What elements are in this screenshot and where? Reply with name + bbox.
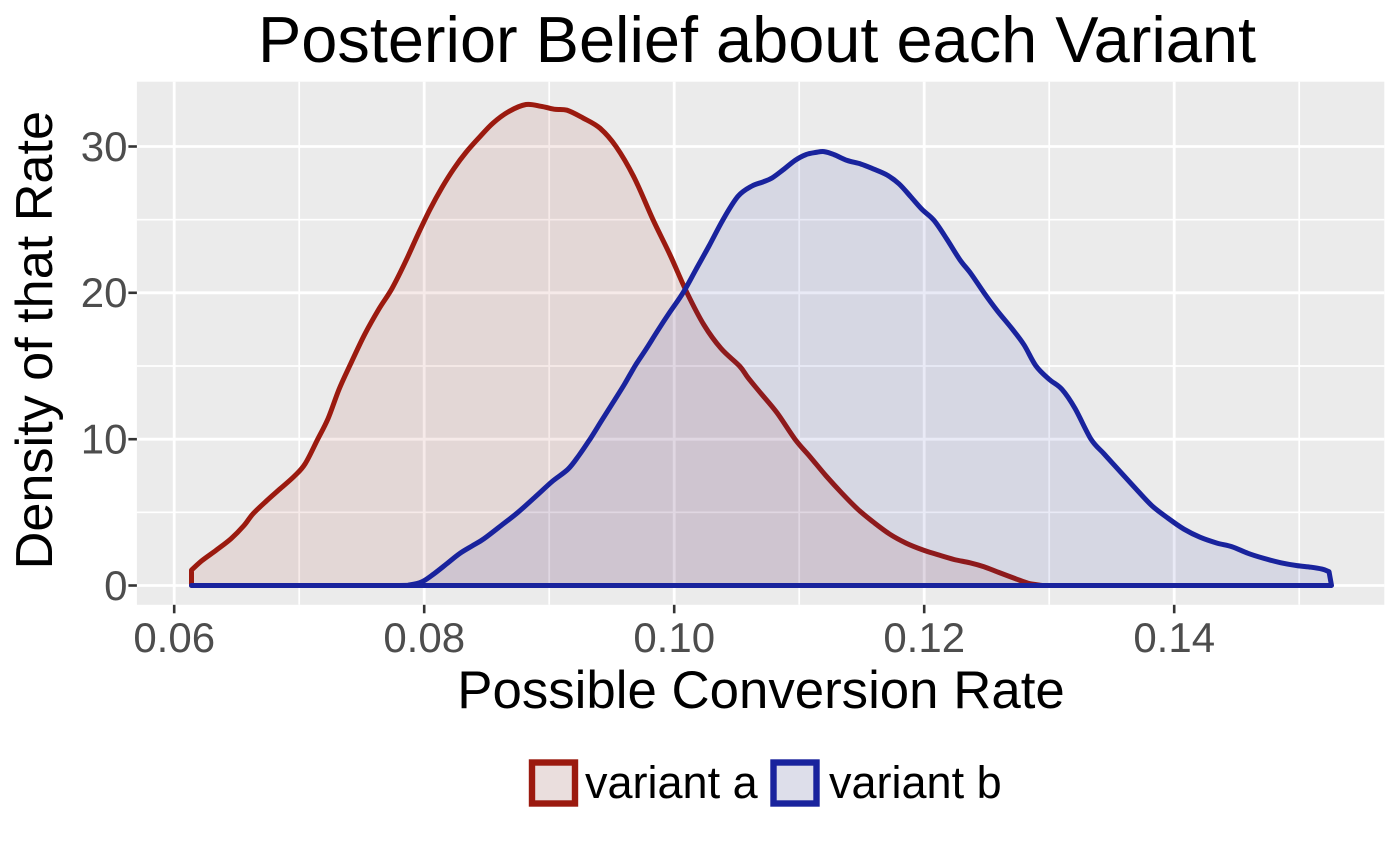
- svg-text:Density of that Rate: Density of that Rate: [6, 111, 64, 569]
- svg-text:0.06: 0.06: [133, 614, 215, 661]
- svg-text:0.14: 0.14: [1133, 614, 1215, 661]
- svg-text:0.12: 0.12: [883, 614, 965, 661]
- svg-text:10: 10: [81, 416, 128, 463]
- svg-text:Posterior Belief about each Va: Posterior Belief about each Variant: [258, 3, 1256, 76]
- svg-text:0.10: 0.10: [633, 614, 715, 661]
- svg-text:30: 30: [81, 123, 128, 170]
- svg-text:20: 20: [81, 269, 128, 316]
- svg-text:0: 0: [104, 562, 127, 609]
- svg-text:Possible Conversion Rate: Possible Conversion Rate: [457, 661, 1064, 720]
- svg-text:variant a: variant a: [585, 757, 759, 808]
- svg-text:variant b: variant b: [829, 757, 1002, 808]
- svg-text:0.08: 0.08: [383, 614, 465, 661]
